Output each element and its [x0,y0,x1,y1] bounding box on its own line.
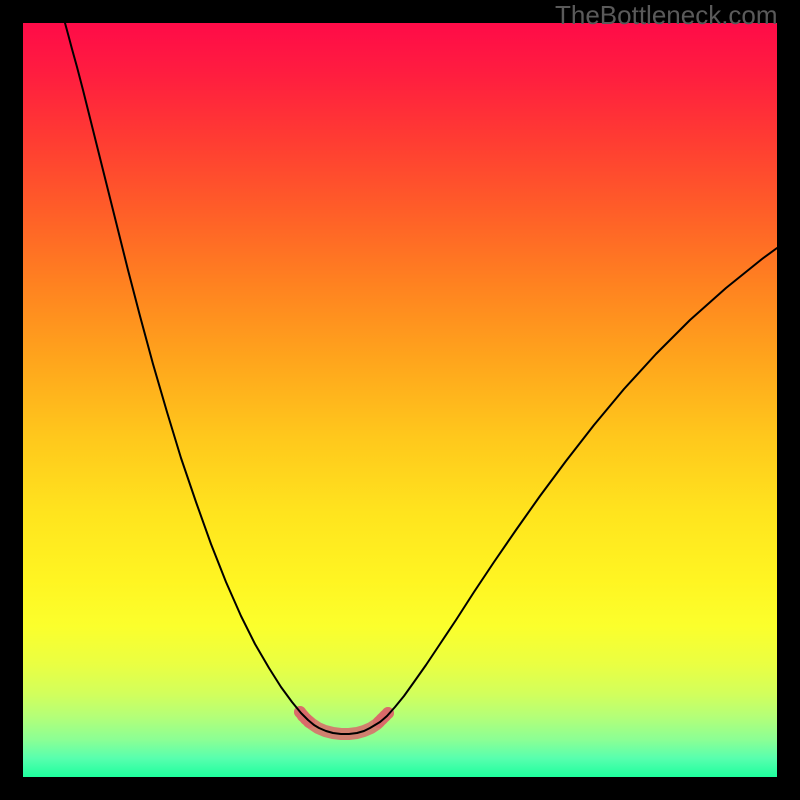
bottleneck-chart [0,0,800,800]
watermark-text: TheBottleneck.com [555,0,778,31]
gradient-background [23,23,777,777]
